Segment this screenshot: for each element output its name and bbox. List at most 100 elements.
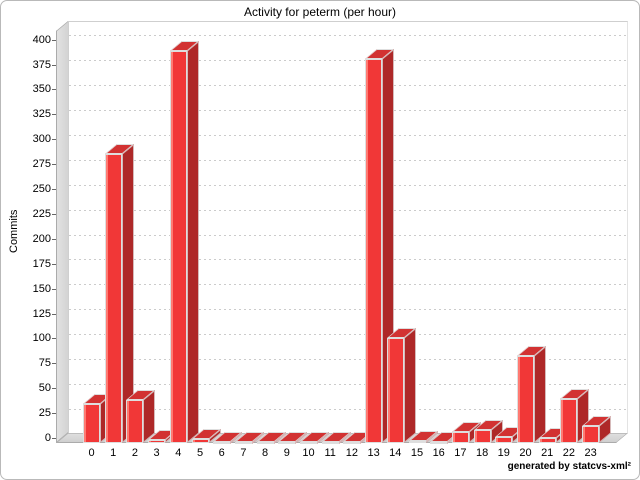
x-tick-label: 1	[110, 447, 117, 459]
bar-front-face	[582, 426, 600, 443]
chart-title: Activity for peterm (per hour)	[243, 5, 397, 19]
y-tick-mark	[52, 64, 56, 66]
bar-front-face	[148, 440, 166, 443]
y-tick-mark	[52, 438, 56, 439]
y-tick-label: 250	[32, 183, 51, 195]
y-tick-label: 150	[32, 282, 51, 295]
y-tick-label: 25	[38, 407, 51, 420]
plot-left-wall	[56, 21, 68, 443]
y-tick-mark	[52, 413, 56, 415]
bar-front-face	[83, 404, 100, 443]
y-tick-label: 0	[44, 432, 51, 444]
y-tick-label: 400	[32, 33, 51, 46]
bar-front-face	[451, 432, 469, 443]
y-tick-label: 225	[32, 207, 51, 220]
bar-front-face	[278, 442, 296, 444]
grid-line	[69, 60, 627, 62]
y-tick-label: 100	[32, 332, 51, 345]
bar-front-face	[234, 442, 252, 444]
bar-front-face	[126, 400, 144, 443]
y-tick-mark	[52, 263, 56, 265]
bar-front-face	[560, 399, 578, 443]
y-tick-label: 275	[32, 158, 51, 171]
y-tick-mark	[52, 89, 56, 91]
x-tick-label: 3	[153, 447, 160, 459]
y-tick-mark	[52, 313, 56, 315]
x-tick-label: 13	[367, 447, 380, 459]
x-tick-label: 5	[196, 447, 204, 459]
bar-front-face	[430, 442, 448, 444]
bar-front-face	[191, 439, 209, 443]
x-tick-label: 0	[88, 447, 95, 459]
bar-front-face	[473, 430, 491, 443]
bar-front-face	[386, 338, 404, 443]
y-tick-mark	[52, 164, 56, 166]
x-tick-label: 2	[131, 447, 138, 459]
footer-credit: generated by statcvs-xml²	[507, 461, 631, 472]
x-tick-label: 20	[519, 447, 532, 459]
grid-line	[69, 35, 627, 37]
y-tick-label: 175	[32, 257, 51, 270]
bar-front-face	[169, 50, 187, 443]
y-tick-mark	[52, 288, 56, 290]
y-tick-mark	[52, 338, 56, 340]
x-tick-label: 11	[324, 447, 336, 459]
grid-line	[69, 383, 627, 385]
grid-line	[69, 259, 627, 261]
grid-line	[69, 184, 627, 186]
x-tick-label: 16	[432, 447, 445, 459]
x-tick-label: 14	[389, 447, 402, 459]
y-tick-label: 50	[38, 382, 51, 395]
x-tick-label: 19	[497, 447, 510, 459]
y-tick-mark	[52, 388, 56, 390]
grid-line	[69, 110, 627, 111]
x-tick-label: 17	[454, 447, 467, 459]
y-tick-mark	[52, 189, 56, 190]
bar-front-face	[256, 442, 274, 444]
bar-side-face	[403, 328, 416, 443]
bar-side-face	[534, 346, 546, 443]
bar-front-face	[321, 442, 339, 444]
x-tick-label: 7	[240, 447, 247, 459]
x-tick-label: 18	[475, 447, 489, 459]
y-tick-label: 375	[32, 58, 51, 71]
grid-line	[69, 209, 627, 211]
y-tick-label: 125	[32, 307, 51, 320]
bar-front-face	[300, 442, 317, 444]
bar-front-face	[408, 441, 426, 443]
y-tick-label: 300	[32, 133, 51, 146]
grid-line	[69, 359, 627, 360]
x-tick-label: 8	[262, 447, 269, 459]
bar-front-face	[517, 356, 534, 443]
grid-line	[69, 309, 627, 311]
y-tick-mark	[52, 238, 56, 240]
x-tick-label: 4	[175, 447, 182, 459]
y-tick-mark	[52, 363, 56, 365]
grid-line	[69, 284, 627, 286]
bar-front-face	[538, 438, 556, 443]
y-tick-mark	[52, 213, 56, 215]
grid-line	[69, 159, 627, 161]
y-tick-mark	[52, 139, 56, 141]
x-tick-label: 15	[410, 447, 424, 459]
y-tick-label: 350	[32, 83, 51, 96]
y-tick-label: 75	[38, 357, 51, 370]
plot-back-wall	[68, 21, 628, 433]
x-tick-label: 6	[218, 447, 225, 459]
x-tick-label: 10	[302, 447, 315, 459]
bar-front-face	[213, 442, 231, 444]
x-tick-label: 22	[562, 447, 576, 459]
y-tick-mark	[52, 114, 56, 116]
grid-line	[69, 85, 627, 87]
grid-line	[69, 408, 627, 410]
bar-side-face	[186, 40, 199, 443]
grid-line	[69, 134, 627, 136]
y-tick-label: 200	[32, 232, 51, 245]
x-tick-label: 12	[345, 447, 359, 459]
bar-front-face	[343, 442, 361, 444]
x-tick-label: 23	[584, 447, 597, 459]
grid-line	[69, 234, 627, 236]
grid-line	[69, 334, 627, 336]
y-tick-label: 325	[32, 108, 51, 121]
